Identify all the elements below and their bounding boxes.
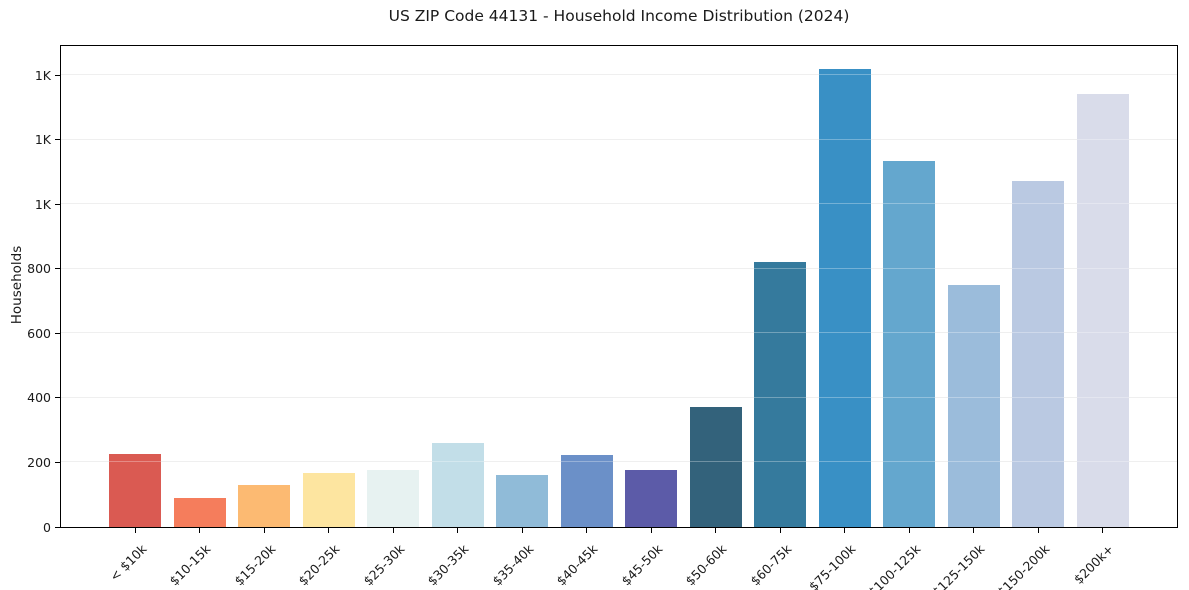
y-tick-label: 1K (34, 67, 51, 83)
x-tick-mark (1037, 528, 1039, 533)
bar-125-150k (947, 284, 1000, 527)
x-tick-label: $20-25k (295, 541, 343, 589)
bar-100-125k (883, 161, 936, 527)
bar-10k (109, 454, 162, 527)
bar-40-45k (560, 454, 613, 527)
x-tick-mark (779, 528, 781, 533)
gridline (61, 74, 1177, 76)
bar-75-100k (818, 69, 871, 527)
x-tick-label: $35-40k (489, 541, 537, 589)
y-tick-label: 600 (27, 325, 51, 341)
x-tick-mark (973, 528, 975, 533)
bar-200k (1076, 94, 1129, 527)
gridline (61, 332, 1177, 334)
y-tick-label: 1K (34, 132, 51, 148)
x-tick-mark (521, 528, 523, 533)
bar-25-30k (367, 469, 420, 527)
bar-30-35k (431, 443, 484, 527)
x-tick-mark (457, 528, 459, 533)
bar-45-50k (625, 469, 678, 527)
y-tick-mark (55, 461, 60, 463)
x-tick-mark (199, 528, 201, 533)
y-tick-mark (55, 139, 60, 141)
y-tick-label: 800 (27, 261, 51, 277)
y-tick-label: 1K (34, 196, 51, 212)
y-tick-mark (55, 526, 60, 528)
x-tick-label: $75-100k (805, 541, 859, 590)
y-tick-label: 0 (43, 519, 51, 535)
x-tick-label: $10-15k (166, 541, 214, 589)
x-tick-mark (328, 528, 330, 533)
y-tick-mark (55, 268, 60, 270)
plot-area (60, 45, 1178, 528)
x-tick-mark (586, 528, 588, 533)
bar-20-25k (302, 472, 355, 527)
bar-150-200k (1012, 180, 1065, 527)
x-tick-label: $25-30k (360, 541, 408, 589)
x-tick-mark (392, 528, 394, 533)
x-tick-label: $150-200k (993, 541, 1053, 590)
bar-50-60k (689, 406, 742, 527)
bar-10-15k (173, 497, 226, 527)
x-tick-label: $15-20k (231, 541, 279, 589)
bar-60-75k (754, 261, 807, 527)
chart-title: US ZIP Code 44131 - Household Income Dis… (388, 7, 850, 25)
bar-35-40k (496, 475, 549, 527)
x-tick-label: $30-35k (424, 541, 472, 589)
x-tick-mark (715, 528, 717, 533)
x-tick-mark (263, 528, 265, 533)
y-tick-mark (55, 332, 60, 334)
y-tick-label: 200 (27, 454, 51, 470)
gridlines-under-layer (61, 46, 1177, 527)
gridline (61, 138, 1177, 140)
bar-15-20k (238, 484, 291, 527)
x-tick-label: $40-45k (553, 541, 601, 589)
bars-layer (61, 46, 1177, 527)
gridline (61, 267, 1177, 269)
y-tick-mark (55, 203, 60, 205)
gridline (61, 396, 1177, 398)
gridline (61, 203, 1177, 205)
x-tick-label: $200k+ (1071, 541, 1117, 587)
x-tick-mark (134, 528, 136, 533)
x-tick-mark (1102, 528, 1104, 533)
x-tick-label: $125-150k (929, 541, 988, 590)
gridline (61, 461, 1177, 463)
y-axis-label: Households (9, 245, 25, 325)
x-tick-mark (844, 528, 846, 533)
y-tick-label: 400 (27, 390, 51, 406)
y-tick-mark (55, 397, 60, 399)
x-tick-mark (650, 528, 652, 533)
y-tick-mark (55, 74, 60, 76)
x-tick-label: $45-50k (618, 541, 666, 589)
x-tick-label: < $10k (106, 541, 150, 585)
x-tick-mark (908, 528, 910, 533)
x-tick-label: $50-60k (682, 541, 730, 589)
x-tick-label: $100-125k (864, 541, 924, 590)
x-tick-label: $60-75k (747, 541, 795, 589)
